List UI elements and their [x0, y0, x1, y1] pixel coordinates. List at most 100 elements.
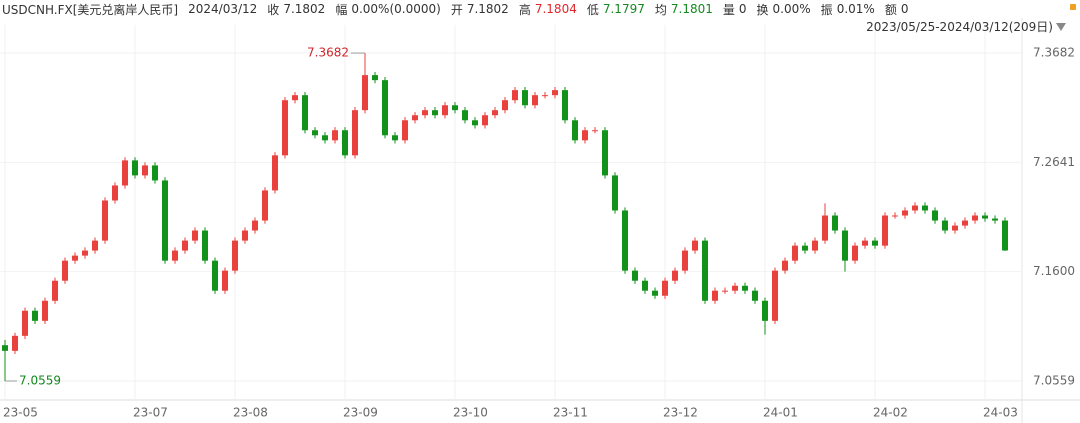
candle-body: [862, 240, 868, 246]
candle-body: [722, 290, 728, 292]
candle-body: [992, 218, 998, 221]
field-label: 高: [518, 2, 531, 17]
icon: [1070, 4, 1076, 10]
x-tick-label: 23-05: [3, 406, 38, 420]
candle-body: [72, 255, 78, 261]
candle-body: [102, 200, 108, 241]
field-value: 0.00%(0.0000): [351, 2, 441, 16]
field-label: 开: [450, 2, 463, 17]
candle-body: [232, 240, 238, 271]
candle-body: [82, 250, 88, 256]
x-tick-label: 24-01: [763, 406, 798, 420]
candle-body: [822, 215, 828, 241]
candle-body: [882, 215, 888, 246]
candle-body: [682, 250, 688, 271]
y-tick-label: 7.3682: [1033, 46, 1075, 60]
candle-body: [322, 135, 328, 141]
candle-body: [562, 90, 568, 121]
candle-body: [242, 230, 248, 241]
candle-body: [662, 280, 668, 296]
candle-body: [572, 120, 578, 141]
candle-body: [712, 290, 718, 301]
candle-body: [642, 280, 648, 291]
candle-body: [622, 210, 628, 271]
quote-header: USDCNH.FX[美元兑离岸人民币] 2024/03/12 收 7.1802 幅…: [2, 0, 918, 18]
candle-body: [112, 185, 118, 201]
x-tick-label: 24-03: [983, 406, 1018, 420]
candle-body: [802, 245, 808, 251]
candle-body: [982, 215, 988, 219]
candle-body: [202, 230, 208, 261]
candle-body: [782, 260, 788, 271]
candle-body: [312, 130, 318, 136]
date: 2024/03/12: [188, 2, 258, 16]
candle-body: [672, 270, 678, 281]
candle-body: [772, 270, 778, 321]
candle-body: [962, 220, 968, 226]
candle-body: [252, 220, 258, 231]
candle-body: [872, 240, 878, 246]
x-tick-label: 24-02: [873, 406, 908, 420]
candle-body: [512, 90, 518, 101]
candle-body: [482, 115, 488, 126]
candle-body: [372, 75, 378, 81]
field-label: 振: [820, 2, 833, 17]
range-text[interactable]: 2023/05/25-2024/03/12(209日): [866, 20, 1053, 34]
max-annotation: 7.3682: [307, 46, 349, 60]
range-selector[interactable]: 2023/05/25-2024/03/12(209日): [866, 18, 1066, 35]
x-tick-label: 23-11: [553, 406, 588, 420]
candle-body: [952, 225, 958, 231]
candle-body: [742, 285, 748, 291]
field-value: 0.01%: [836, 2, 875, 16]
candle-body: [502, 100, 508, 111]
field-value: 7.1802: [466, 2, 509, 16]
candle-body: [632, 270, 638, 281]
candle-body: [542, 95, 548, 97]
y-tick-label: 7.0559: [1033, 373, 1075, 387]
candle-body: [2, 345, 8, 351]
candle-body: [352, 110, 358, 156]
candle-body: [392, 135, 398, 141]
candle-body: [472, 120, 478, 126]
field-value: 7.1797: [602, 2, 645, 16]
candle-body: [842, 230, 848, 261]
candle-body: [832, 215, 838, 231]
candle-body: [412, 115, 418, 121]
candle-body: [172, 250, 178, 261]
candle-body: [12, 335, 18, 351]
candle-body: [452, 105, 458, 111]
candle-body: [702, 240, 708, 301]
candle-body: [462, 110, 468, 121]
candle-body: [122, 160, 128, 186]
candle-body: [732, 285, 738, 291]
dropdown-arrow[interactable]: [1056, 23, 1066, 31]
field-value: 7.1804: [534, 2, 577, 16]
candle-body: [262, 190, 268, 221]
candle-body: [152, 165, 158, 181]
candle-body: [922, 205, 928, 211]
candle-body: [692, 240, 698, 251]
field-value: 0.00%: [772, 2, 811, 16]
candle-body: [402, 120, 408, 141]
candle-body: [42, 300, 48, 321]
field-value: 7.1801: [670, 2, 713, 16]
field-label: 低: [586, 2, 599, 17]
candle-body: [332, 130, 338, 141]
candle-body: [272, 155, 278, 191]
candle-body: [602, 130, 608, 176]
field-label: 均: [654, 2, 667, 17]
field-label: 量: [722, 2, 735, 17]
candle-body: [892, 215, 898, 217]
candle-body: [762, 300, 768, 321]
candle-body: [812, 240, 818, 251]
candle-body: [422, 110, 428, 116]
candle-body: [752, 290, 758, 301]
candle-body: [212, 260, 218, 291]
candle-body: [852, 245, 858, 261]
candle-body: [32, 310, 38, 321]
candle-body: [1002, 220, 1008, 251]
candle-body: [492, 110, 498, 116]
candle-body: [792, 245, 798, 261]
candle-body: [302, 95, 308, 131]
